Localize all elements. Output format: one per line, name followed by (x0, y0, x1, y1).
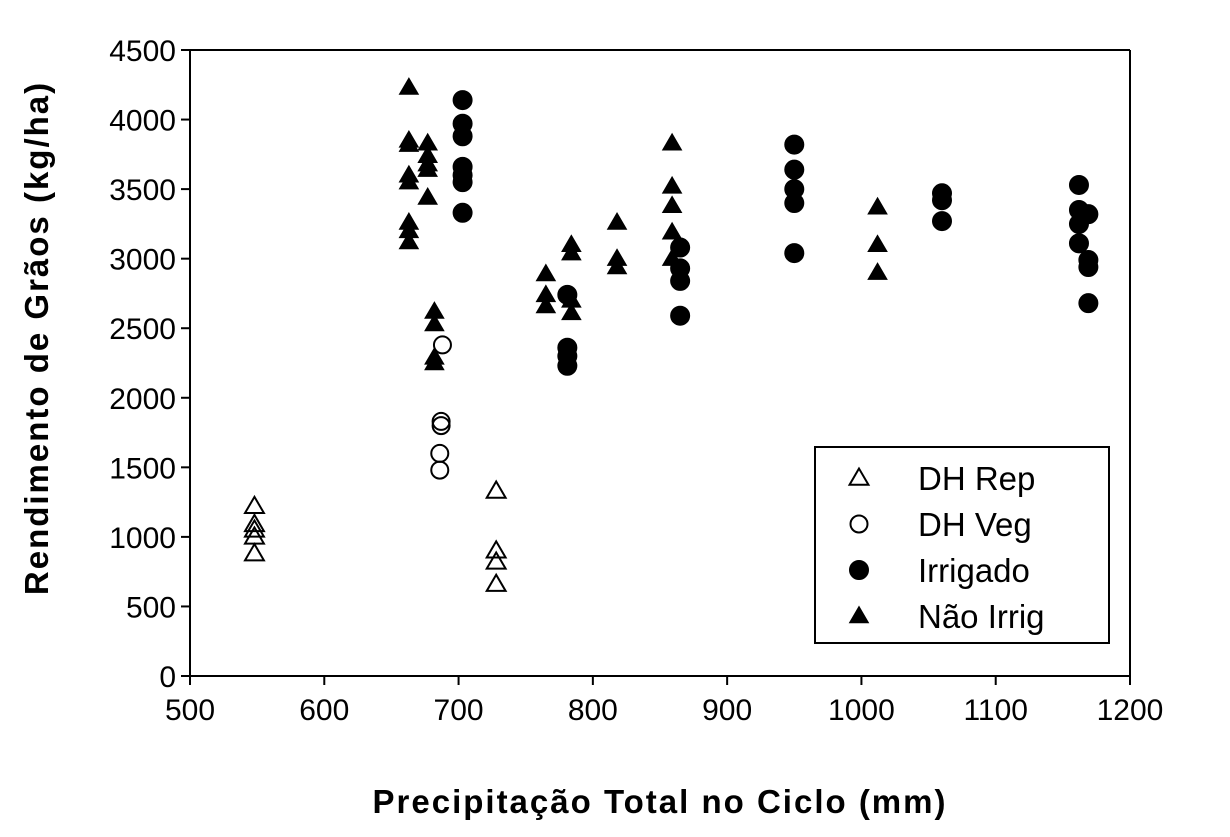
data-point-triangle-filled (417, 187, 439, 205)
data-point-circle-filled (1068, 233, 1089, 254)
data-point-circle-filled (784, 193, 805, 214)
legend-marker-circle-filled (849, 560, 869, 580)
data-point-triangle-filled (398, 77, 420, 95)
data-point-circle-filled (1078, 293, 1099, 314)
data-point-circle-filled (784, 243, 805, 264)
data-point-triangle-filled (661, 195, 683, 214)
legend-marker-triangle-filled (848, 605, 870, 624)
data-point-circle-filled (932, 190, 952, 211)
data-point-triangle-filled (561, 242, 582, 261)
data-point-triangle-filled (535, 295, 557, 314)
data-point-circle-open (430, 460, 450, 480)
data-point-triangle-filled (561, 302, 582, 321)
data-point-circle-filled (1078, 257, 1099, 278)
data-point-triangle-open (484, 479, 508, 499)
data-point-circle-open (432, 335, 452, 355)
x-tick-label: 500 (165, 694, 215, 727)
x-tick-label: 1200 (1097, 694, 1164, 727)
data-point-triangle-filled (606, 256, 628, 275)
data-point-triangle-filled (867, 262, 888, 280)
data-point-triangle-open (243, 494, 266, 515)
legend-marker-triangle-open (847, 466, 871, 486)
data-point-circle-filled (1078, 204, 1099, 225)
y-tick-label: 2500 (109, 313, 176, 346)
y-tick-label: 1000 (109, 522, 176, 555)
y-axis-ticks: 0 500 1000 1500 2000 2500 3000 3500 4000 4500 (109, 35, 190, 694)
data-point-triangle-filled (606, 212, 628, 230)
data-point-circle-filled (670, 270, 691, 291)
data-point-triangle-filled (424, 313, 445, 332)
x-tick-label: 600 (299, 694, 349, 727)
data-point-triangle-open (484, 550, 508, 570)
data-point-circle-filled (452, 126, 473, 147)
y-tick-label: 3500 (109, 174, 176, 207)
data-point-circle-filled (452, 172, 473, 193)
data-point-circle-filled (670, 305, 691, 326)
data-point-triangle-open (484, 539, 508, 559)
legend-label: DH Rep (918, 460, 1035, 497)
data-point-triangle-filled (417, 159, 439, 177)
data-point-triangle-open (243, 518, 266, 538)
y-tick-label: 1500 (109, 452, 176, 485)
x-axis-ticks: 500 600 700 800 900 1000 1100 1200 (165, 676, 1163, 727)
data-point-circle-filled (784, 159, 805, 180)
legend-label: Não Irrig (918, 598, 1045, 635)
data-point-triangle-open (484, 572, 508, 592)
data-point-triangle-filled (867, 234, 888, 253)
y-tick-label: 4000 (109, 105, 176, 138)
legend-label: Irrigado (918, 552, 1030, 589)
data-point-triangle-filled (867, 196, 888, 215)
data-point-triangle-filled (661, 132, 683, 151)
data-point-circle-filled (1068, 174, 1089, 195)
data-point-circle-open (431, 416, 451, 436)
data-point-triangle-open (243, 542, 266, 562)
data-point-circle-filled (784, 134, 805, 155)
x-tick-label: 1100 (963, 694, 1028, 727)
data-point-triangle-filled (424, 352, 445, 371)
y-tick-label: 0 (159, 661, 176, 694)
data-point-circle-filled (932, 211, 952, 232)
x-tick-label: 700 (434, 694, 484, 727)
data-point-triangle-filled (535, 263, 557, 282)
y-tick-label: 2000 (109, 383, 176, 416)
data-point-triangle-open (243, 512, 266, 533)
data-point-triangle-filled (661, 248, 683, 266)
data-point-circle-filled (557, 355, 578, 376)
legend-marker-circle-open (849, 514, 869, 534)
data-point-circle-filled (452, 202, 473, 223)
data-point-circle-open (430, 443, 450, 463)
x-tick-label: 1000 (828, 694, 895, 727)
y-tick-label: 3000 (109, 244, 176, 277)
y-axis-title: Rendimento de Grãos (kg/ha) (18, 81, 55, 595)
data-point-circle-filled (452, 90, 473, 111)
legend-box (814, 446, 1110, 644)
data-point-triangle-filled (661, 221, 683, 240)
legend-label: DH Veg (918, 506, 1032, 543)
data-point-triangle-filled (661, 175, 683, 194)
legend: DH Rep DH Veg Irrigado Não Irrig (814, 446, 1110, 644)
data-points (243, 77, 1099, 592)
x-tick-label: 800 (568, 694, 618, 727)
data-point-triangle-filled (398, 134, 420, 152)
data-point-triangle-filled (398, 171, 420, 190)
data-point-triangle-filled (398, 231, 420, 250)
y-tick-label: 500 (126, 591, 176, 624)
x-tick-label: 900 (702, 694, 752, 727)
y-tick-label: 4500 (109, 35, 176, 68)
plot-frame (189, 49, 1131, 677)
x-axis-title: Precipitação Total no Ciclo (mm) (373, 783, 948, 820)
